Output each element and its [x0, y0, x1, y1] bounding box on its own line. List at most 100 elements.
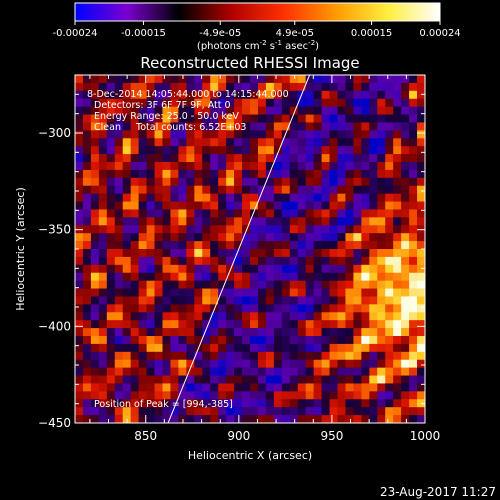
heatmap-cell [242, 75, 251, 84]
heatmap-cell [361, 359, 370, 368]
heatmap-cell [138, 288, 147, 297]
heatmap-cell [170, 359, 179, 368]
heatmap-cell [329, 304, 338, 313]
heatmap-cell [265, 304, 275, 313]
heatmap-cell [385, 114, 394, 123]
heatmap-cell [401, 280, 410, 289]
heatmap-cell [170, 225, 179, 234]
heatmap-cell [242, 185, 251, 194]
heatmap-cell [162, 106, 171, 115]
heatmap-cell [114, 82, 124, 92]
heatmap-cell [393, 98, 402, 107]
heatmap-cell [353, 367, 362, 376]
heatmap-cell [202, 241, 211, 250]
heatmap-cell [329, 162, 338, 171]
heatmap-cell [82, 391, 92, 400]
heatmap-cell [138, 185, 147, 194]
heatmap-cell [265, 217, 275, 226]
heatmap-cell [377, 169, 386, 179]
heatmap-cell [297, 336, 306, 345]
heatmap-cell [210, 296, 219, 305]
heatmap-cell [186, 320, 195, 329]
heatmap-cell [218, 225, 227, 234]
heatmap-cell [345, 201, 354, 210]
heatmap-cell [281, 399, 291, 408]
heatmap-cell [154, 415, 163, 423]
heatmap-cell [409, 328, 418, 337]
heatmap-cell [146, 162, 155, 171]
heatmap-cell [377, 399, 386, 408]
heatmap-cell [178, 375, 187, 384]
heatmap-cell [250, 106, 259, 115]
heatmap-cell [385, 415, 394, 423]
heatmap-cell [273, 233, 283, 242]
heatmap-cell [130, 162, 139, 171]
heatmap-cell [114, 343, 124, 353]
heatmap-cell [305, 209, 314, 218]
heatmap-cell [75, 328, 84, 337]
heatmap-cell [154, 122, 163, 131]
heatmap-cell [90, 328, 100, 337]
heatmap-cell [170, 90, 179, 100]
heatmap-cell [273, 201, 283, 210]
heatmap-cell [202, 209, 211, 218]
heatmap-cell [321, 272, 330, 281]
heatmap-cell [146, 320, 155, 329]
heatmap-cell [409, 138, 418, 147]
heatmap-cell [106, 328, 116, 337]
heatmap-cell [146, 288, 155, 297]
heatmap-cell [409, 193, 418, 202]
heatmap-cell [385, 106, 394, 115]
heatmap-cell [146, 106, 155, 115]
heatmap-cell [250, 296, 259, 305]
heatmap-cell [170, 138, 179, 147]
heatmap-cell [194, 256, 203, 266]
heatmap-cell [146, 343, 155, 353]
heatmap-cell [122, 82, 131, 92]
heatmap-cell [313, 399, 322, 408]
heatmap-cell [114, 304, 124, 313]
heatmap-cell [250, 336, 259, 345]
heatmap-cell [321, 367, 330, 376]
heatmap-cell [297, 383, 306, 392]
heatmap-cell [234, 75, 243, 84]
heatmap-cell [202, 130, 211, 139]
heatmap-cell [162, 217, 171, 226]
heatmap-cell [321, 154, 330, 163]
heatmap-cell [178, 209, 187, 218]
heatmap-cell [146, 312, 155, 321]
heatmap-cell [146, 336, 155, 345]
heatmap-cell [289, 415, 299, 423]
heatmap-cell [369, 154, 378, 163]
y-tick-label: −450 [38, 416, 71, 430]
heatmap-cell [305, 264, 314, 274]
heatmap-cell [361, 106, 370, 115]
heatmap-cell [297, 154, 306, 163]
heatmap-cell [353, 114, 362, 123]
heatmap-cell [273, 106, 283, 115]
heatmap-cell [82, 375, 92, 384]
heatmap-cell [401, 98, 410, 107]
heatmap-cell [218, 138, 227, 147]
heatmap-cell [90, 264, 100, 274]
heatmap-cell [345, 146, 354, 155]
heatmap-cell [178, 138, 187, 147]
heatmap-cell [170, 193, 179, 202]
heatmap-cell [154, 154, 163, 163]
heatmap-cell [90, 225, 100, 234]
heatmap-cell [226, 209, 235, 218]
heatmap-cell [234, 185, 243, 194]
heatmap-cell [329, 320, 338, 329]
heatmap-cell [82, 304, 92, 313]
heatmap-cell [409, 280, 418, 289]
heatmap-cell [234, 162, 243, 171]
heatmap-cell [345, 82, 354, 92]
heatmap-cell [305, 328, 314, 337]
heatmap-cell [417, 114, 425, 123]
heatmap-cell [178, 328, 187, 337]
heatmap-cell [273, 399, 283, 408]
heatmap-cell [297, 241, 306, 250]
heatmap-cell [130, 75, 139, 84]
heatmap-cell [154, 138, 163, 147]
heatmap-cell [329, 185, 338, 194]
